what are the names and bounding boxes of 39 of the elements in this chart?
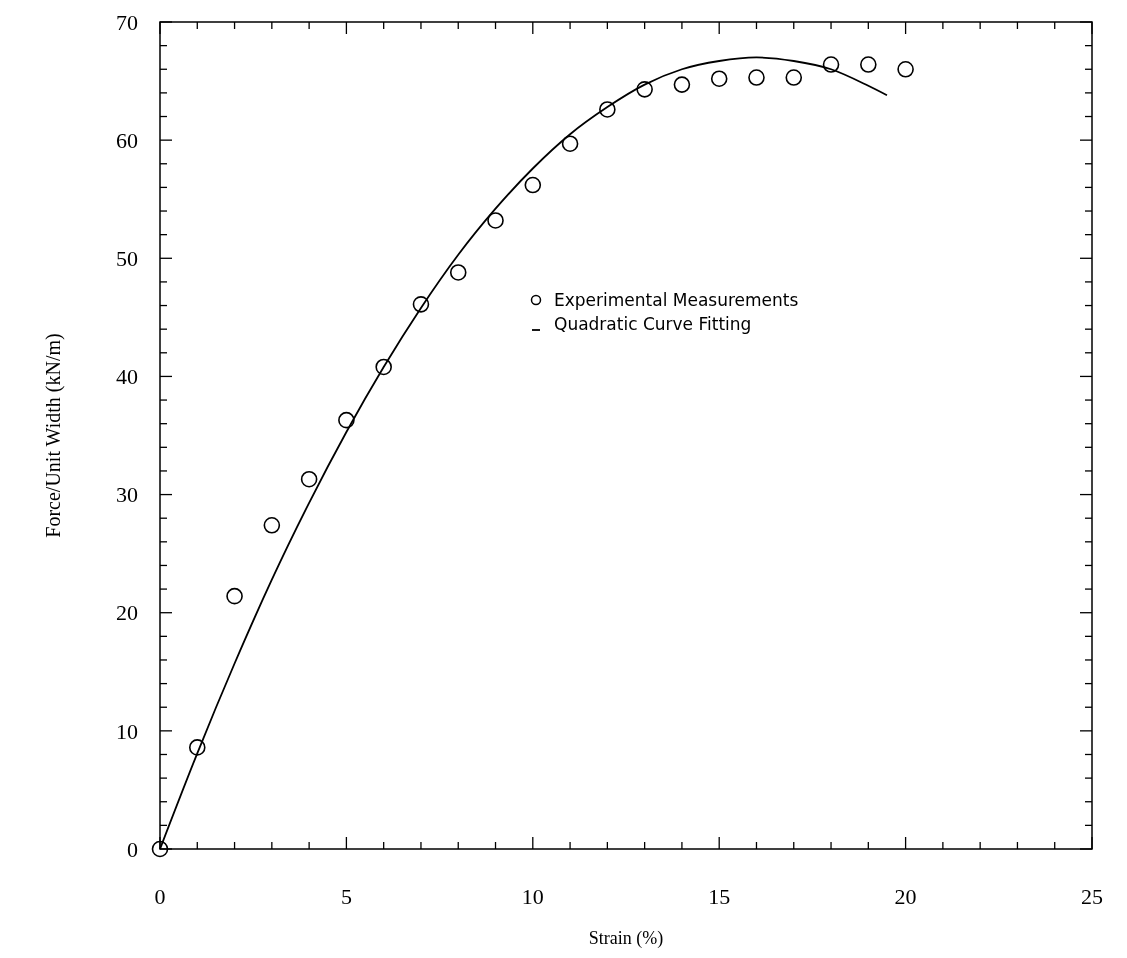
x-tick-label: 10	[521, 884, 544, 909]
y-tick-label: 40	[116, 364, 138, 390]
x-tick-label: 0	[154, 884, 166, 909]
y-tick-label: 30	[116, 482, 138, 508]
y-tick-label: 10	[116, 718, 138, 744]
point	[449, 264, 467, 281]
point	[487, 212, 504, 229]
point	[748, 69, 765, 86]
y-axis-title: Force/Unit Width (kN/m)	[42, 333, 65, 538]
legend-label: Quadratic Curve Fitting	[554, 313, 752, 334]
point	[860, 56, 877, 73]
point	[263, 516, 281, 534]
point	[151, 840, 169, 858]
y-tick-label: 50	[116, 245, 138, 271]
point	[636, 81, 653, 98]
point	[897, 60, 914, 78]
point	[822, 56, 840, 73]
point	[338, 411, 355, 429]
point	[188, 739, 206, 756]
x-axis-title: Strain (%)	[588, 928, 664, 949]
x-tick-label: 15	[708, 884, 731, 909]
point	[785, 69, 803, 86]
point	[524, 176, 542, 194]
x-tick-label: 5	[340, 884, 352, 909]
point	[412, 296, 430, 313]
point	[561, 135, 579, 152]
point	[300, 470, 318, 488]
point	[599, 101, 616, 118]
legend-label: Experimental Measurements	[554, 289, 799, 310]
x-tick-label: 25	[1081, 884, 1103, 909]
y-tick-label: 20	[116, 600, 138, 626]
x-tick-label: 20	[894, 884, 917, 909]
point	[710, 70, 728, 88]
y-tick-label: 70	[116, 9, 138, 35]
point	[226, 587, 243, 605]
point	[673, 76, 691, 93]
y-tick-label: 60	[116, 127, 138, 153]
point	[375, 358, 392, 376]
y-tick-label: 0	[127, 836, 138, 862]
